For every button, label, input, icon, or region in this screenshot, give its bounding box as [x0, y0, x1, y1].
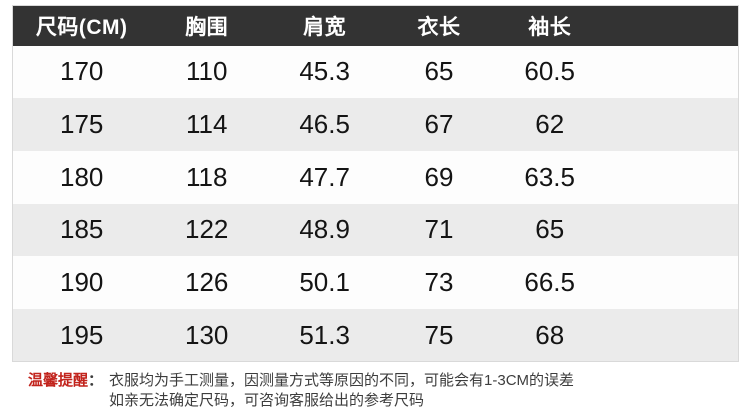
cell-spacer — [608, 98, 739, 151]
cell-chest: 114 — [185, 109, 228, 140]
column-header-spacer — [608, 6, 739, 46]
cell-sleeve-length: 60.5 — [524, 56, 575, 87]
size-table: 尺码(CM) 胸围 肩宽 衣长 袖长 170 110 45.3 65 60.5 … — [12, 5, 739, 363]
cell-shoulder: 45.3 — [299, 56, 350, 87]
table-row: 195 130 51.3 75 68 — [12, 308, 739, 362]
column-header-shoulder: 肩宽 — [303, 15, 347, 39]
cell-chest: 130 — [185, 319, 229, 350]
cell-shoulder: 47.7 — [299, 161, 350, 192]
cell-garment-length: 75 — [424, 319, 454, 350]
cell-shoulder: 46.5 — [299, 109, 350, 140]
table-row: 185 122 48.9 71 65 — [12, 203, 739, 257]
cell-chest: 118 — [185, 161, 228, 192]
cell-chest: 126 — [185, 267, 229, 298]
cell-spacer — [608, 204, 739, 257]
cell-shoulder: 50.1 — [299, 267, 350, 298]
cell-spacer — [608, 309, 739, 362]
cell-garment-length: 73 — [424, 267, 454, 298]
cell-spacer — [608, 256, 739, 309]
column-header-size: 尺码(CM) — [35, 15, 128, 39]
table-row: 170 110 45.3 65 60.5 — [12, 45, 739, 99]
reminder-note-label: 温馨提醒 — [28, 372, 89, 389]
cell-chest: 110 — [185, 56, 228, 87]
cell-sleeve-length: 68 — [535, 319, 565, 350]
reminder-note-colon: ： — [88, 372, 104, 389]
cell-sleeve-length: 65 — [535, 214, 565, 245]
reminder-note-lines: 衣服均为手工测量，因测量方式等原因的不同，可能会有1-3CM的误差 如亲无法确定… — [109, 371, 574, 411]
cell-sleeve-length: 62 — [535, 109, 565, 140]
cell-size: 180 — [60, 161, 104, 192]
column-header-chest: 胸围 — [185, 15, 229, 39]
cell-size: 185 — [60, 214, 104, 245]
cell-garment-length: 65 — [424, 56, 454, 87]
cell-sleeve-length: 63.5 — [524, 161, 575, 192]
cell-garment-length: 69 — [424, 161, 454, 192]
cell-size: 190 — [60, 267, 104, 298]
table-row: 175 114 46.5 67 62 — [12, 98, 739, 151]
cell-size: 170 — [60, 56, 104, 87]
reminder-note-line-2: 如亲无法确定尺码，可咨询客服给出的参考尺码 — [109, 392, 425, 409]
cell-garment-length: 67 — [424, 109, 454, 140]
cell-spacer — [608, 151, 739, 204]
cell-shoulder: 48.9 — [299, 214, 350, 245]
cell-garment-length: 71 — [424, 214, 454, 245]
cell-size: 195 — [60, 319, 104, 350]
column-header-sleeve-length: 袖长 — [528, 15, 572, 39]
cell-spacer — [608, 46, 739, 99]
reminder-note-line-1: 衣服均为手工测量，因测量方式等原因的不同，可能会有1-3CM的误差 — [109, 372, 575, 389]
cell-chest: 122 — [185, 214, 229, 245]
table-header-row: 尺码(CM) 胸围 肩宽 衣长 袖长 — [12, 5, 739, 46]
cell-shoulder: 51.3 — [299, 319, 350, 350]
table-row: 190 126 50.1 73 66.5 — [12, 256, 739, 309]
reminder-note: 温馨提醒： 衣服均为手工测量，因测量方式等原因的不同，可能会有1-3CM的误差 … — [28, 371, 574, 411]
cell-size: 175 — [60, 109, 104, 140]
column-header-garment-length: 衣长 — [417, 15, 461, 39]
cell-sleeve-length: 66.5 — [524, 267, 575, 298]
table-row: 180 118 47.7 69 63.5 — [12, 150, 739, 204]
